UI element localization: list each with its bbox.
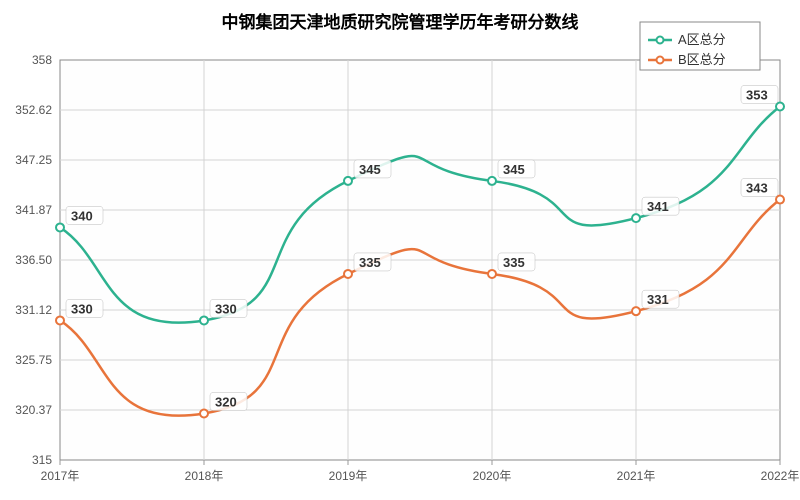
y-tick-label: 315 — [32, 453, 52, 467]
data-point — [56, 223, 64, 231]
data-point — [200, 409, 208, 417]
point-label: 335 — [503, 255, 525, 270]
data-point — [488, 270, 496, 278]
point-label: 320 — [215, 394, 237, 409]
x-tick-label: 2021年 — [617, 469, 656, 483]
point-label: 345 — [503, 162, 525, 177]
chart-title: 中钢集团天津地质研究院管理学历年考研分数线 — [222, 12, 579, 32]
y-tick-label: 331.12 — [15, 303, 52, 317]
y-tick-label: 325.75 — [15, 353, 52, 367]
legend-label: A区总分 — [678, 32, 726, 47]
x-tick-label: 2022年 — [761, 469, 800, 483]
data-point — [200, 316, 208, 324]
y-tick-label: 320.37 — [15, 403, 52, 417]
y-tick-label: 347.25 — [15, 153, 52, 167]
y-tick-label: 358 — [32, 53, 52, 67]
x-tick-label: 2020年 — [473, 469, 512, 483]
legend-label: B区总分 — [678, 52, 726, 67]
data-point — [776, 196, 784, 204]
y-tick-label: 352.62 — [15, 103, 52, 117]
data-point — [632, 307, 640, 315]
chart-container: { "chart": { "type": "line", "title": "中… — [0, 0, 800, 500]
x-tick-label: 2019年 — [329, 469, 368, 483]
data-point — [344, 270, 352, 278]
y-tick-label: 336.50 — [15, 253, 52, 267]
chart-svg: 315 320.37 325.75 331.12 336.50 341.87 347.25 3… — [0, 0, 800, 500]
data-point — [56, 316, 64, 324]
point-label: 353 — [746, 88, 768, 103]
data-point — [632, 214, 640, 222]
point-label: 340 — [71, 208, 93, 223]
point-label: 335 — [359, 255, 381, 270]
point-label: 343 — [746, 181, 768, 196]
point-label: 330 — [215, 301, 237, 316]
data-point — [488, 177, 496, 185]
point-label: 341 — [647, 199, 669, 214]
x-tick-label: 2017年 — [41, 469, 80, 483]
point-label: 331 — [647, 292, 669, 307]
data-point — [776, 103, 784, 111]
data-point — [344, 177, 352, 185]
point-label: 330 — [71, 301, 93, 316]
y-tick-label: 341.87 — [15, 203, 52, 217]
point-label: 345 — [359, 162, 381, 177]
x-tick-label: 2018年 — [185, 469, 224, 483]
